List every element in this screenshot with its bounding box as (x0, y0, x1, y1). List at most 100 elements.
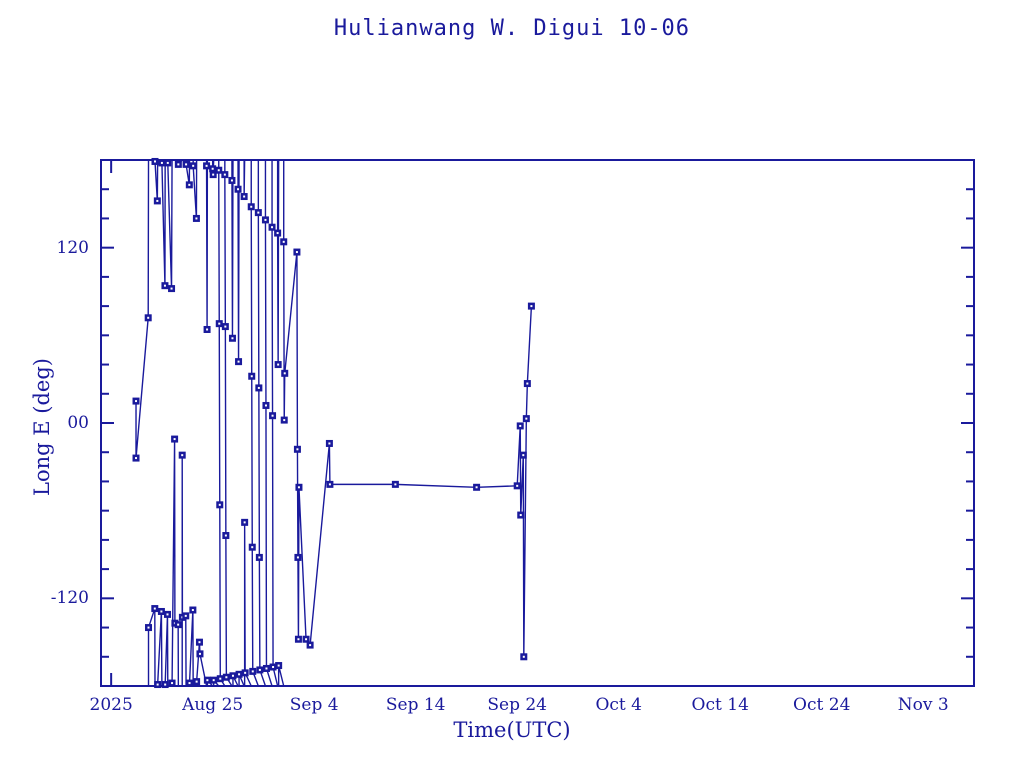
data-line-segment (156, 610, 163, 687)
data-point-marker-center (195, 217, 198, 220)
data-point-marker-center (217, 169, 220, 172)
data-point-marker-center (166, 161, 169, 164)
data-point-marker-center (257, 386, 260, 389)
y-axis-tick-label: 00 (67, 413, 89, 433)
x-axis-tick-label: Sep 14 (385, 695, 446, 715)
data-point-marker-center (218, 322, 221, 325)
data-line-segment (167, 159, 173, 290)
data-line-segment (243, 521, 252, 687)
data-line-segment (250, 160, 259, 687)
chart-title: Hulianwang W. Digui 10-06 (333, 16, 691, 41)
data-point-marker-center (198, 641, 201, 644)
x-axis-tick-label: 2025 (89, 695, 133, 715)
data-point-marker-center (166, 613, 169, 616)
data-line-segment (164, 613, 169, 687)
data-point-marker-center (188, 183, 191, 186)
data-point-marker-center (244, 671, 247, 674)
x-axis-tick-label: Nov 3 (897, 695, 949, 715)
data-point-marker-center (212, 679, 215, 682)
data-point-marker-center (153, 607, 156, 610)
data-point-marker-center (519, 514, 522, 517)
data-point-marker-center (328, 483, 331, 486)
data-line-segment (264, 160, 273, 687)
data-point-marker-center (271, 226, 274, 229)
data-point-marker-center (205, 164, 208, 167)
data-line-segment (276, 159, 280, 366)
data-point-marker-center (251, 546, 254, 549)
data-point-marker-center (519, 424, 522, 427)
data-point-marker-center (309, 644, 312, 647)
data-point-marker-center (297, 638, 300, 641)
data-line-segment (161, 159, 166, 287)
data-point-marker-center (526, 382, 529, 385)
y-axis-title: Long E (deg) (30, 358, 54, 496)
data-point-marker-center (525, 417, 528, 420)
data-line-segment (257, 160, 267, 687)
data-point-marker-center (250, 375, 253, 378)
data-point-marker-center (231, 337, 234, 340)
data-point-marker-center (237, 360, 240, 363)
data-point-marker-center (297, 486, 300, 489)
x-axis-tick-label: Oct 14 (691, 695, 749, 715)
data-point-marker-center (522, 454, 525, 457)
data-point-marker-center (282, 240, 285, 243)
data-point-marker-center (160, 610, 163, 613)
data-point-marker-center (219, 677, 222, 680)
x-axis-title: Time(UTC) (453, 718, 571, 742)
data-point-marker-center (224, 534, 227, 537)
x-axis-tick-label: Oct 24 (793, 695, 851, 715)
data-point-marker-center (224, 325, 227, 328)
data-point-marker-center (192, 164, 195, 167)
data-point-marker-center (206, 679, 209, 682)
data-point-marker-center (163, 284, 166, 287)
data-line-segment (224, 160, 233, 687)
data-point-marker-center (171, 682, 174, 685)
data-series-layer (132, 157, 535, 689)
data-point-marker-center (522, 655, 525, 658)
data-line-segment (135, 159, 150, 459)
data-line-segment (271, 160, 279, 687)
data-point-marker-center (206, 328, 209, 331)
data-point-marker-center (198, 652, 201, 655)
data-point-marker-center (211, 167, 214, 170)
data-point-marker-center (250, 205, 253, 208)
data-point-marker-center (251, 670, 254, 673)
data-point-marker-center (296, 556, 299, 559)
data-point-marker-center (135, 400, 138, 403)
data-point-marker-center (277, 664, 280, 667)
data-line-segment (283, 160, 533, 658)
data-point-marker-center (195, 680, 198, 683)
data-point-marker-center (243, 195, 246, 198)
data-point-marker-center (276, 232, 279, 235)
data-point-marker-center (394, 483, 397, 486)
data-point-marker-center (154, 160, 156, 163)
data-point-marker-center (212, 173, 215, 176)
data-point-marker-center (223, 173, 226, 176)
data-point-marker-center (147, 316, 150, 319)
data-line-segment (243, 159, 246, 198)
data-point-marker-center (516, 484, 519, 487)
axes-layer (100, 159, 975, 687)
x-axis-tick-label: Aug 25 (182, 695, 244, 715)
data-point-marker-center (170, 287, 173, 290)
data-point-marker-center (257, 211, 260, 214)
data-point-marker-center (264, 404, 267, 407)
data-point-marker-center (230, 179, 233, 182)
data-point-marker-center (184, 614, 187, 617)
data-point-marker-center (283, 372, 286, 375)
data-point-marker-center (156, 199, 159, 202)
data-point-marker-center (295, 251, 298, 254)
data-point-marker-center (147, 626, 150, 629)
data-point-marker-center (225, 676, 228, 679)
y-axis-tick-label: 120 (56, 237, 89, 258)
data-point-marker-center (258, 556, 261, 559)
x-axis-tick-label: Oct 4 (595, 695, 642, 715)
data-point-marker-center (188, 682, 191, 685)
data-point-marker-center (305, 638, 308, 641)
data-point-marker-center (283, 419, 286, 422)
data-line-segment (188, 609, 194, 687)
data-line-segment (231, 159, 234, 339)
data-point-marker-center (237, 188, 240, 191)
